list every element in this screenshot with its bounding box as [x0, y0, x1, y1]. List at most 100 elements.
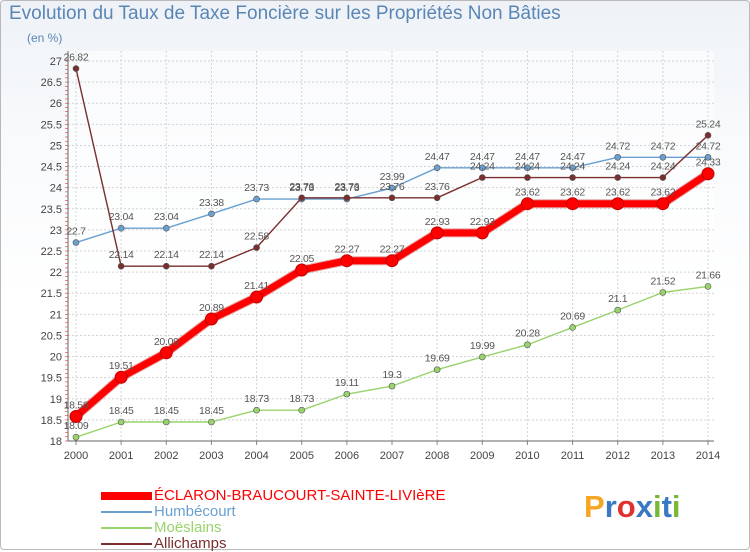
y-tick-label: 19.5: [41, 373, 62, 385]
data-label: 20.09: [154, 336, 179, 348]
data-point: [520, 197, 534, 211]
data-label: 24.72: [650, 140, 675, 152]
legend-label: Moëslains: [154, 519, 222, 536]
data-label: 23.62: [515, 187, 540, 199]
data-label: 19.51: [109, 360, 134, 372]
y-tick-label: 27: [50, 56, 62, 68]
y-tick-label: 23: [50, 225, 62, 237]
data-point: [72, 65, 80, 72]
data-point: [162, 224, 170, 232]
data-label: 24.47: [515, 151, 540, 163]
data-point: [295, 263, 309, 277]
data-label: 24.47: [425, 151, 450, 163]
data-point: [524, 341, 531, 349]
x-tick-label: 2003: [199, 450, 223, 462]
data-label: 26.82: [64, 52, 89, 64]
data-point: [524, 164, 531, 172]
data-point: [388, 194, 396, 202]
data-label: 22.14: [109, 249, 134, 261]
data-label: 24.24: [605, 161, 630, 173]
data-label: 18.73: [244, 393, 269, 405]
data-label: 22.14: [199, 249, 224, 261]
data-label: 23.04: [109, 211, 134, 223]
data-point: [69, 410, 83, 424]
data-label: 18.45: [109, 405, 134, 417]
data-point: [298, 194, 306, 202]
data-label: 23.38: [199, 197, 224, 209]
proxiti-logo: Proxiti: [584, 489, 681, 525]
data-point: [117, 224, 125, 232]
y-tick-label: 22.5: [41, 246, 62, 258]
y-tick-label: 19: [50, 394, 62, 406]
data-label: 23.73: [334, 182, 359, 194]
data-label: 23.76: [425, 181, 450, 193]
data-label: 22.27: [380, 244, 405, 256]
data-label: 19.3: [382, 369, 402, 381]
data-label: 22.58: [244, 231, 269, 243]
data-point: [569, 174, 576, 181]
data-point: [117, 262, 125, 270]
data-point: [704, 153, 712, 161]
data-label: 24.47: [470, 151, 495, 163]
data-label: 22.7: [66, 226, 86, 238]
data-point: [478, 353, 486, 361]
x-tick-label: 2000: [64, 450, 88, 462]
data-label: 23.99: [380, 171, 405, 183]
data-label: 22.14: [154, 249, 179, 261]
data-point: [117, 418, 125, 426]
data-point: [340, 254, 354, 268]
data-point: [162, 262, 170, 270]
data-point: [433, 194, 441, 202]
chart-title: Evolution du Taux de Taxe Foncière sur l…: [9, 3, 561, 24]
data-point: [72, 239, 80, 246]
data-label: 23.62: [605, 187, 630, 199]
x-tick-label: 2006: [335, 450, 359, 462]
x-tick-label: 2011: [561, 450, 585, 462]
y-tick-label: 21.5: [41, 288, 62, 300]
data-point: [114, 370, 128, 384]
logo-letter: i: [652, 489, 662, 524]
data-label: 19.99: [470, 340, 495, 352]
data-point: [253, 195, 260, 203]
y-tick-label: 24.5: [41, 162, 62, 174]
x-tick-label: 2002: [154, 450, 178, 462]
data-label: 24.33: [696, 157, 721, 169]
plot-area: [68, 51, 714, 441]
legend-swatch: [101, 527, 152, 529]
data-point: [430, 226, 444, 240]
data-label: 20.69: [560, 310, 585, 322]
data-point: [433, 366, 441, 373]
data-point: [659, 153, 667, 161]
data-label: 18.45: [154, 405, 179, 417]
x-tick-label: 2005: [289, 450, 313, 462]
data-label: 23.73: [289, 182, 314, 194]
data-label: 24.72: [605, 140, 630, 152]
data-point: [659, 289, 667, 296]
legend-swatch: [101, 492, 152, 500]
logo-letter: o: [616, 489, 636, 524]
data-label: 20.28: [515, 328, 540, 340]
data-label: 19.69: [425, 353, 450, 365]
y-tick-label: 26: [50, 98, 62, 110]
logo-letter: r: [604, 489, 617, 524]
chart-subtitle: (en %): [27, 31, 63, 45]
data-point: [72, 433, 80, 441]
data-point: [704, 132, 712, 139]
data-point: [704, 283, 712, 290]
data-label: 24.47: [560, 151, 585, 163]
data-label: 18.09: [64, 420, 89, 432]
data-label: 24.24: [515, 161, 540, 173]
y-tick-label: 25.5: [41, 119, 62, 131]
x-tick-label: 2012: [605, 450, 629, 462]
data-label: 22.05: [289, 253, 314, 265]
logo-letter: i: [671, 489, 681, 524]
y-tick-label: 18.5: [41, 415, 62, 427]
logo-letter: t: [661, 489, 672, 524]
data-point: [159, 346, 173, 360]
data-point: [385, 254, 399, 268]
data-point: [614, 306, 622, 314]
data-label: 21.1: [608, 293, 628, 305]
data-label: 23.76: [289, 181, 314, 193]
data-point: [614, 153, 622, 161]
